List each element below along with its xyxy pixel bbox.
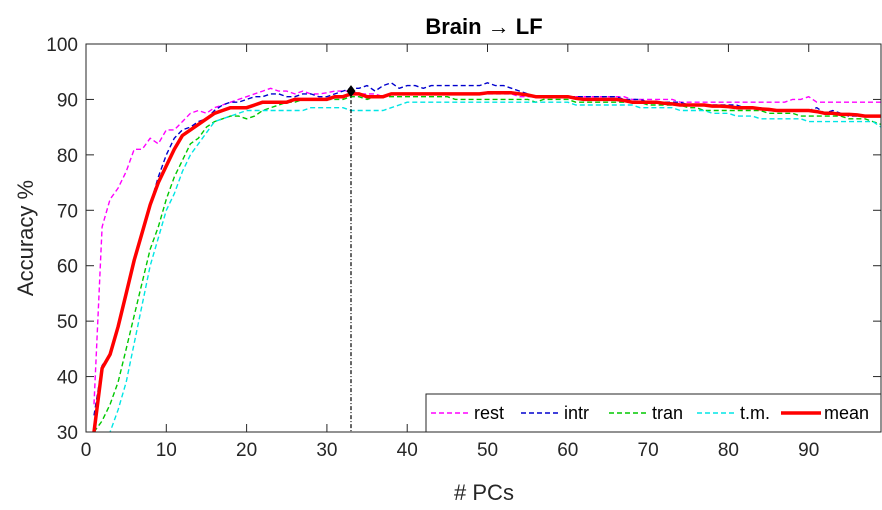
x-axis-label: # PCs bbox=[454, 480, 514, 505]
legend: rest intr tran t.m. mean bbox=[425, 393, 882, 433]
legend-label: intr bbox=[564, 403, 589, 423]
legend-label: mean bbox=[824, 403, 869, 423]
peak-marker bbox=[346, 85, 356, 98]
y-tick-label: 70 bbox=[57, 201, 78, 222]
y-tick-label: 90 bbox=[57, 90, 78, 111]
x-tick-label: 20 bbox=[236, 440, 257, 461]
y-tick-label: 30 bbox=[57, 423, 78, 444]
legend-label: t.m. bbox=[740, 403, 770, 423]
x-tick-label: 90 bbox=[798, 440, 819, 461]
x-tick-label: 0 bbox=[81, 440, 92, 461]
y-tick-label: 60 bbox=[57, 257, 78, 278]
x-tick-label: 70 bbox=[638, 440, 659, 461]
x-tick-label: 10 bbox=[156, 440, 177, 461]
x-tick-label: 60 bbox=[557, 440, 578, 461]
peak-annotation bbox=[346, 85, 356, 432]
series-lines bbox=[92, 82, 881, 432]
y-axis-label: Accuracy % bbox=[13, 180, 38, 296]
y-tick-label: 100 bbox=[46, 35, 78, 56]
series-line-tran bbox=[93, 95, 881, 432]
x-axis-ticks: 0 10 20 30 40 50 60 70 80 90 bbox=[81, 44, 819, 461]
y-tick-label: 80 bbox=[57, 146, 78, 167]
series-line-intr bbox=[93, 82, 881, 416]
y-tick-label: 40 bbox=[57, 368, 78, 389]
series-line-mean bbox=[92, 91, 881, 432]
legend-label: rest bbox=[474, 403, 504, 423]
legend-label: tran bbox=[652, 403, 683, 423]
x-tick-label: 30 bbox=[316, 440, 337, 461]
x-tick-label: 50 bbox=[477, 440, 498, 461]
series-line-tm bbox=[109, 101, 881, 432]
x-tick-label: 40 bbox=[397, 440, 418, 461]
y-tick-label: 50 bbox=[57, 312, 78, 333]
y-axis-ticks: 30 40 50 60 70 80 90 100 bbox=[46, 35, 881, 444]
chart-title: Brain → LF bbox=[425, 14, 542, 39]
x-tick-label: 80 bbox=[718, 440, 739, 461]
